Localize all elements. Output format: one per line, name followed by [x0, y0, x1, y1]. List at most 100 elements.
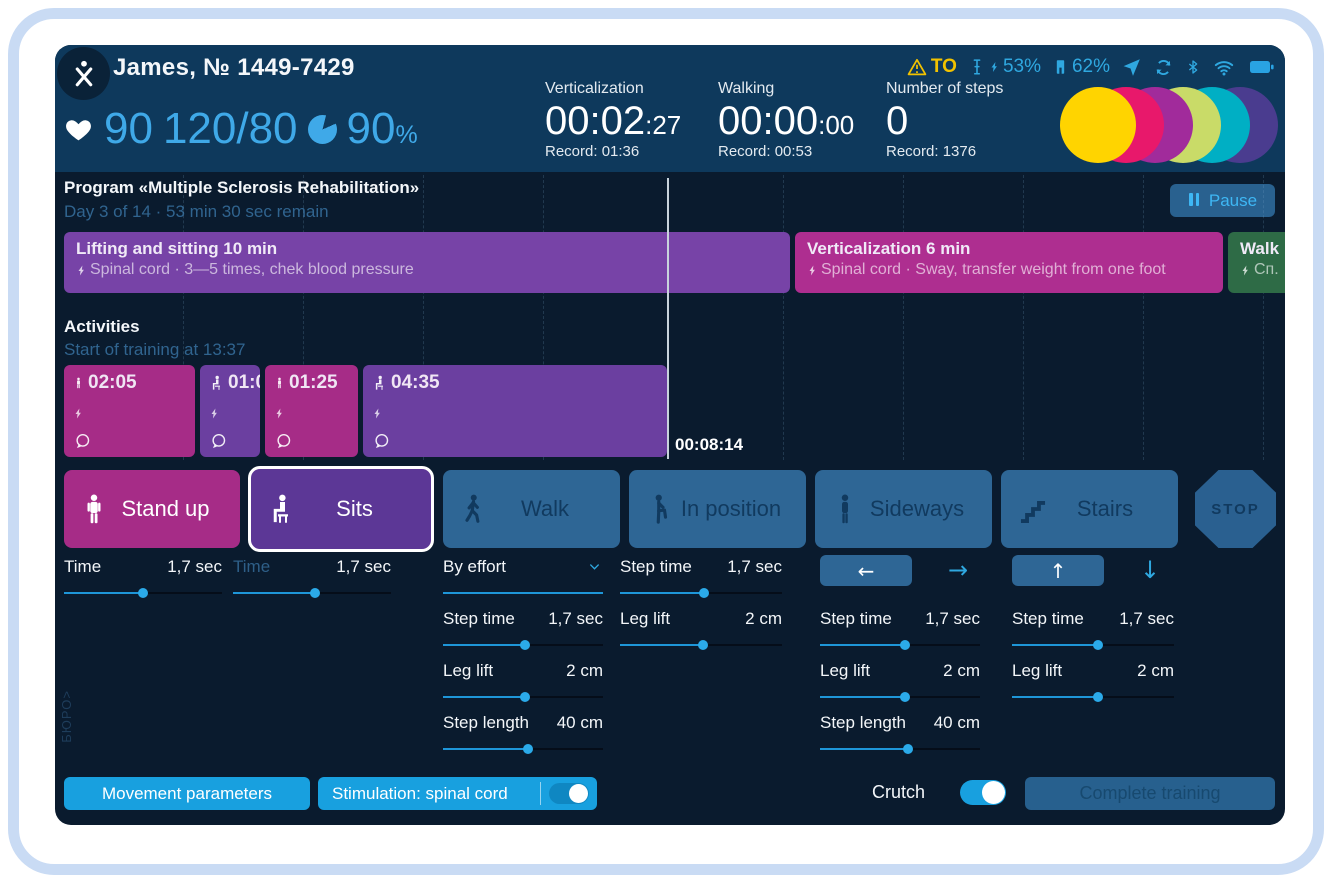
activity-block[interactable]: 01:0 — [200, 365, 260, 457]
slider-leg-lift: Leg lift 2 cm — [443, 659, 603, 707]
segment-note: Spinal cord · 3—5 times, chek blood pres… — [76, 261, 790, 279]
timeline-gridline — [783, 175, 784, 460]
slider-track[interactable] — [233, 588, 391, 598]
slider-step-time: Step time 1,7 sec — [620, 555, 782, 603]
pause-icon — [1188, 192, 1201, 209]
slider-value: 1,7 sec — [167, 557, 222, 576]
activity-block[interactable]: 01:25 — [265, 365, 358, 457]
spo2-value: 90 — [346, 104, 396, 153]
mode-button-in-position[interactable]: In position — [629, 470, 806, 548]
mode-label: In position — [680, 496, 782, 521]
slider-label: Leg lift — [820, 661, 871, 680]
slider-track[interactable] — [443, 744, 603, 754]
maintenance-warning: TO — [906, 56, 957, 78]
slider-track[interactable] — [64, 588, 222, 598]
toggle-knob — [569, 784, 588, 803]
activity-duration: 04:35 — [391, 372, 440, 393]
pause-button[interactable]: Pause — [1170, 184, 1275, 217]
activity-block[interactable]: 02:05 — [64, 365, 195, 457]
slider-leg-lift: Leg lift 2 cm — [620, 607, 782, 655]
pose-sit-icon — [372, 373, 387, 393]
arrow-down-button[interactable]: ↓ — [1140, 556, 1161, 584]
stimulation-toggle[interactable] — [549, 783, 589, 804]
slider-handle[interactable] — [519, 692, 530, 702]
activity-block[interactable]: 04:35 — [363, 365, 667, 457]
toggle-knob — [982, 781, 1005, 804]
exo-battery: 62% — [1052, 56, 1110, 78]
program-title: Program «Multiple Sclerosis Rehabilitati… — [64, 178, 420, 197]
mode-button-walk[interactable]: Walk — [443, 470, 620, 548]
slider-track[interactable] — [443, 692, 603, 702]
slider-handle[interactable] — [899, 692, 910, 702]
stimulation-button[interactable]: Stimulation: spinal cord — [318, 777, 597, 810]
movement-parameters-button[interactable]: Movement parameters — [64, 777, 310, 810]
by-effort-dropdown[interactable]: By effort — [443, 555, 603, 603]
crutch-toggle[interactable] — [960, 780, 1006, 805]
slider-handle[interactable] — [1092, 640, 1103, 650]
slider-handle[interactable] — [899, 640, 910, 650]
stairs-icon — [1016, 489, 1050, 529]
slider-value: 2 cm — [1137, 661, 1174, 680]
slider-step-time: Step time 1,7 sec — [443, 607, 603, 655]
slider-time: Time 1,7 sec — [64, 555, 222, 603]
slider-track[interactable] — [820, 640, 980, 650]
exoatlet-logo-icon — [69, 59, 99, 89]
slider-handle[interactable] — [1092, 692, 1103, 702]
mode-button-stairs[interactable]: Stairs — [1001, 470, 1178, 548]
segment-title: Lifting and sitting 10 min — [76, 239, 278, 258]
stop-button[interactable]: STOP — [1195, 470, 1276, 548]
slider-handle[interactable] — [310, 588, 321, 598]
program-segment[interactable]: Walk Сп. — [1228, 232, 1285, 293]
slider-track[interactable] — [443, 640, 603, 650]
slider-track[interactable] — [820, 744, 980, 754]
slider-handle[interactable] — [138, 588, 148, 598]
session-dot — [1060, 87, 1136, 163]
mode-button-sits[interactable]: Sits — [248, 466, 434, 552]
slider-step-time: Step time 1,7 sec — [1012, 607, 1174, 655]
program-segment[interactable]: Lifting and sitting 10 min Spinal cord · … — [64, 232, 790, 293]
slider-track[interactable] — [820, 692, 980, 702]
patient-name: James, № 1449-7429 — [113, 54, 355, 81]
comment-bubble-icon — [209, 432, 228, 451]
slider-track[interactable] — [1012, 640, 1174, 650]
slider-handle[interactable] — [699, 588, 710, 598]
timeline-gridline — [543, 175, 544, 460]
timeline-gridline — [1023, 175, 1024, 460]
comment-bubble-icon — [274, 432, 293, 451]
slider-label: Time — [64, 557, 102, 576]
status-bar: TO 53% 62% — [906, 53, 1277, 81]
slider-value: 40 cm — [556, 713, 603, 732]
slider-track[interactable] — [1012, 692, 1174, 702]
activity-duration: 01:25 — [289, 372, 338, 393]
slider-value: 2 cm — [566, 661, 603, 680]
slider-track[interactable] — [620, 640, 782, 650]
timeline-gridline — [303, 175, 304, 460]
arrow-left-button[interactable]: ← — [820, 555, 912, 586]
program-segment[interactable]: Verticalization 6 min Spinal cord · Sway,… — [795, 232, 1223, 293]
timeline-gridline — [1143, 175, 1144, 460]
arrow-right-button[interactable]: → — [948, 556, 969, 584]
slider-handle[interactable] — [903, 744, 913, 754]
slider-step-time: Step time 1,7 sec — [820, 607, 980, 655]
slider-leg-lift: Leg lift 2 cm — [820, 659, 980, 707]
mode-label: Walk — [520, 496, 570, 521]
walking-record: Record: 00:53 — [718, 143, 813, 160]
slider-value: 1,7 sec — [727, 557, 782, 576]
person-sit-icon — [266, 483, 296, 535]
pose-sit-icon — [209, 373, 224, 393]
slider-track[interactable] — [620, 588, 782, 598]
mode-button-sideways[interactable]: Sideways — [815, 470, 992, 548]
arrow-up-button[interactable]: ↑ — [1012, 555, 1104, 586]
slider-handle[interactable] — [697, 640, 708, 650]
slider-label: Step time — [820, 609, 892, 628]
segment-title: Walk — [1240, 239, 1280, 258]
mode-button-stand-up[interactable]: Stand up — [64, 470, 240, 548]
slider-handle[interactable] — [519, 640, 530, 650]
warning-triangle-icon — [906, 56, 928, 78]
complete-training-button[interactable]: Complete training — [1025, 777, 1275, 810]
activity-duration: 02:05 — [88, 372, 137, 393]
crutch-icon — [968, 56, 986, 78]
comment-bubble-icon — [372, 432, 391, 451]
device-screen: James, № 1449-7429 90 120/80 90 % Vertic… — [55, 45, 1285, 825]
slider-handle[interactable] — [522, 744, 533, 754]
